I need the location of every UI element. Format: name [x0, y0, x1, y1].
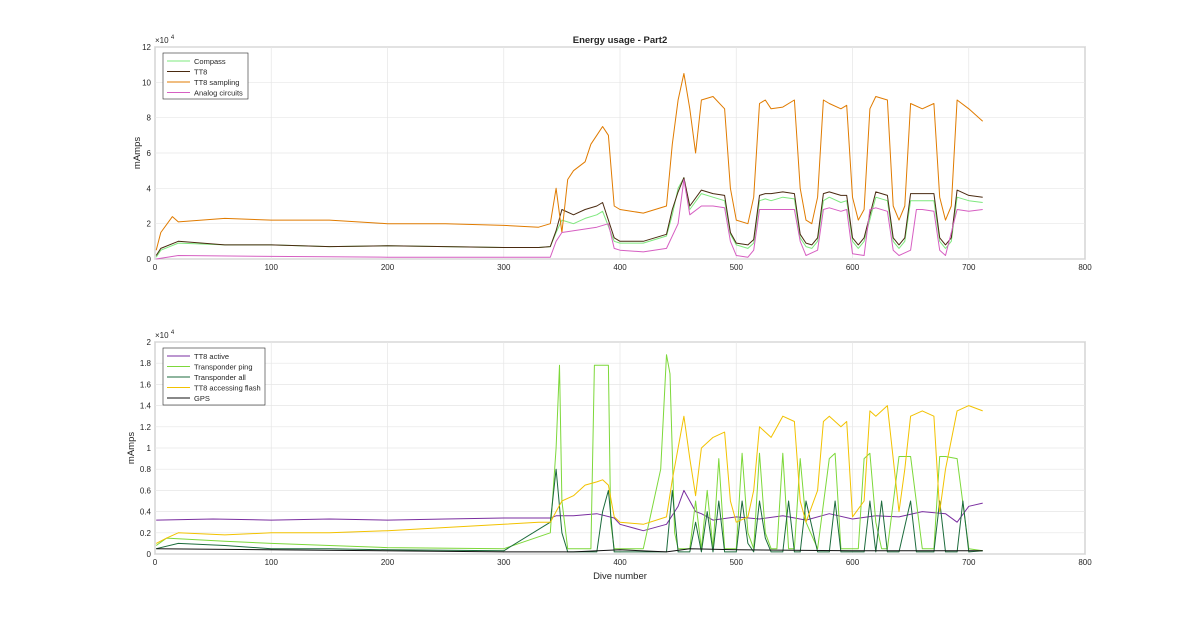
bottom-x-tick-label: 200	[381, 558, 395, 567]
bottom-legend-label-tt8-active: TT8 active	[194, 352, 229, 361]
bottom-legend-label-transponder-ping: Transponder ping	[194, 363, 253, 372]
bottom-y-tick-label: 1.2	[140, 423, 152, 432]
top-series-line-analog-circuits	[156, 179, 983, 260]
top-y-tick-label: 12	[142, 43, 151, 52]
top-y-exponent: ×10 4	[155, 35, 175, 45]
bottom-x-tick-label: 100	[265, 558, 279, 567]
top-x-tick-label: 500	[730, 263, 744, 272]
bottom-y-tick-label: 1.6	[140, 380, 152, 389]
top-y-exponent-power: 4	[171, 35, 175, 41]
bottom-x-tick-label: 500	[730, 558, 744, 567]
bottom-series-line-transponder-ping	[155, 354, 983, 552]
top-legend-label-tt8: TT8	[194, 68, 207, 77]
bottom-x-tick-label: 300	[497, 558, 511, 567]
bottom-y-exponent-base: ×10	[155, 331, 169, 340]
bottom-x-tick-label: 400	[613, 558, 627, 567]
bottom-x-tick-label: 700	[962, 558, 976, 567]
top-legend-label-compass: Compass	[194, 57, 226, 66]
top-x-tick-label: 300	[497, 263, 511, 272]
bottom-series-line-gps	[156, 548, 983, 553]
bottom-y-tick-label: 2	[147, 338, 152, 347]
bottom-y-exponent-power: 4	[171, 330, 175, 336]
top-y-exponent-base: ×10	[155, 36, 169, 45]
top-series-lines	[155, 73, 984, 260]
bottom-legend: TT8 active Transponder ping Transponder …	[162, 347, 266, 406]
bottom-x-axis-label: Dive number	[593, 571, 647, 582]
top-x-tick-label: 200	[381, 263, 395, 272]
top-x-tick-label: 600	[846, 263, 860, 272]
top-x-tick-label: 100	[265, 263, 279, 272]
bottom-x-tick-label: 0	[153, 558, 158, 567]
bottom-tick-labels: 0 100 200 300 400 500 600 700 800 0 0.2 0.4 0.6 0.8 1 1…	[140, 338, 1092, 567]
bottom-y-tick-label: 0	[147, 550, 152, 559]
top-y-tick-label: 4	[147, 184, 152, 193]
bottom-legend-label-transponder-all: Transponder all	[194, 373, 246, 382]
top-series-line-tt8-sampling	[155, 73, 984, 251]
top-x-tick-label: 0	[153, 263, 158, 272]
bottom-y-axis-label: mAmps	[126, 432, 137, 464]
top-series-line-tt8	[155, 177, 983, 256]
top-y-tick-label: 6	[147, 149, 152, 158]
top-legend-label-analog-circuits: Analog circuits	[194, 89, 243, 98]
bottom-panel: 0 100 200 300 400 500 600 700 800 0 0.2 0.4 0.6 0.8 1 1…	[126, 330, 1092, 582]
top-tick-labels: 0 100 200 300 400 500 600 700 800 0 2 4 6 8 10 12	[142, 43, 1092, 272]
top-y-tick-label: 8	[147, 114, 152, 123]
bottom-y-tick-label: 1.4	[140, 402, 152, 411]
top-x-tick-label: 800	[1078, 263, 1092, 272]
bottom-series-line-transponder-all	[156, 468, 983, 553]
top-y-axis-label: mAmps	[132, 137, 143, 169]
bottom-y-tick-label: 0.4	[140, 508, 152, 517]
bottom-y-tick-label: 1	[147, 444, 152, 453]
top-legend: Compass TT8 TT8 sampling Analog circuits	[162, 52, 249, 100]
bottom-y-tick-label: 0.8	[140, 465, 152, 474]
top-grid	[154, 46, 1086, 260]
bottom-y-tick-label: 0.2	[140, 529, 152, 538]
top-legend-label-tt8-sampling: TT8 sampling	[194, 78, 239, 87]
top-panel: 0 100 200 300 400 500 600 700 800 0 2 4 6 8 10 12 Energ…	[132, 35, 1092, 272]
bottom-legend-label-tt8-accessing-flash: TT8 accessing flash	[194, 384, 261, 393]
bottom-y-tick-label: 0.6	[140, 486, 152, 495]
top-y-tick-label: 0	[147, 255, 152, 264]
bottom-y-tick-label: 1.8	[140, 359, 152, 368]
top-x-tick-label: 400	[613, 263, 627, 272]
top-x-tick-label: 700	[962, 263, 976, 272]
top-y-tick-label: 10	[142, 78, 151, 87]
top-chart-title: Energy usage - Part2	[573, 35, 668, 46]
bottom-x-tick-label: 600	[846, 558, 860, 567]
top-y-tick-label: 2	[147, 220, 152, 229]
bottom-series-line-tt8-accessing-flash	[155, 405, 983, 544]
bottom-series-lines	[155, 354, 983, 553]
bottom-legend-label-gps: GPS	[194, 394, 210, 403]
bottom-x-tick-label: 800	[1078, 558, 1092, 567]
bottom-y-exponent: ×10 4	[155, 330, 175, 340]
